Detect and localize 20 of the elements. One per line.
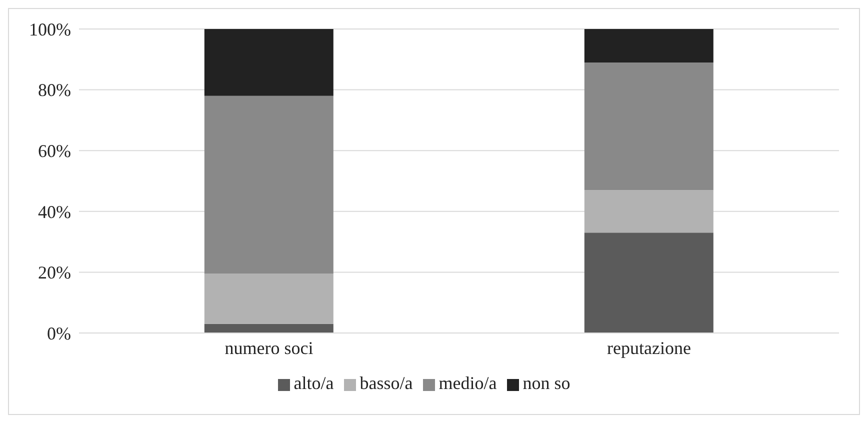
legend-label: alto/a — [294, 373, 334, 393]
legend-label: medio/a — [438, 373, 497, 393]
bar — [204, 96, 334, 274]
y-tick-label: 20% — [38, 262, 71, 283]
y-tick-label: 0% — [47, 323, 71, 344]
y-tick-label: 80% — [38, 80, 71, 100]
y-tick-label: 40% — [38, 202, 71, 222]
bar — [584, 62, 714, 190]
bar — [584, 29, 714, 62]
legend-label: non so — [522, 373, 570, 393]
x-tick-label: reputazione — [607, 338, 691, 358]
bar — [204, 29, 334, 96]
bar — [584, 190, 714, 233]
bar — [204, 324, 334, 333]
y-tick-label: 100% — [29, 19, 71, 40]
x-tick-label: numero soci — [224, 338, 314, 358]
legend-label: basso/a — [360, 373, 413, 393]
y-tick-label: 60% — [38, 140, 71, 161]
bar — [584, 232, 714, 333]
bar — [204, 274, 334, 324]
